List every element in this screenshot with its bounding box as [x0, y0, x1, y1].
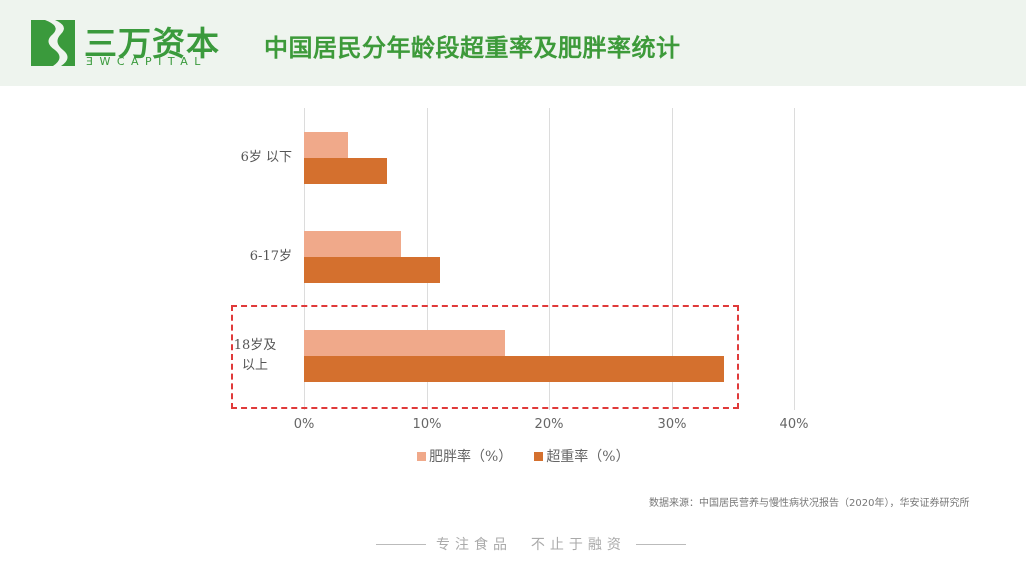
divider	[376, 543, 426, 545]
category-label: 6-17岁	[249, 249, 292, 264]
legend-item-overweight: 超重率（%）	[534, 446, 630, 466]
x-tick: 30%	[657, 417, 687, 432]
bar-obesity-6-17	[304, 231, 401, 257]
divider	[635, 543, 686, 545]
x-tick: 0%	[293, 417, 315, 432]
logo-text: 三万资本	[84, 24, 220, 63]
gridline-30	[672, 108, 673, 410]
3w-logo-icon	[31, 20, 75, 66]
x-tick: 20%	[534, 417, 564, 432]
bar-chart: 6岁 以下 6-17岁 18岁及 以上 0% 10% 20% 30% 40% 肥…	[0, 86, 1026, 486]
data-source: 数据来源：中国居民营养与慢性病状况报告（2020年），华安证券研究所	[649, 498, 970, 509]
legend-swatch-icon	[417, 451, 426, 461]
legend: 肥胖率（%） 超重率（%）	[417, 446, 630, 466]
slogan: 专注食品 不止于融资	[376, 534, 686, 554]
legend-label: 肥胖率（%）	[429, 449, 513, 465]
bar-overweight-under6	[304, 158, 387, 184]
bar-overweight-18plus	[304, 356, 724, 382]
bar-obesity-under6	[304, 132, 348, 158]
bar-overweight-6-17	[304, 257, 440, 283]
category-label-line: 以上	[241, 358, 268, 373]
gridline-20	[549, 108, 550, 410]
category-label: 6岁 以下	[240, 150, 292, 165]
x-tick: 10%	[412, 417, 442, 432]
slogan-text: 专注食品 不止于融资	[436, 537, 626, 553]
x-tick: 40%	[779, 417, 809, 432]
gridline-40	[794, 108, 795, 410]
legend-label: 超重率（%）	[546, 449, 630, 465]
legend-item-obesity: 肥胖率（%）	[417, 446, 512, 466]
category-label-line: 18岁及	[233, 338, 277, 353]
highlight-box	[231, 305, 739, 409]
page-title: 中国居民分年龄段超重率及肥胖率统计	[264, 34, 681, 62]
logo-subtext: ƎWCAPITAL	[86, 55, 207, 68]
category-label: 18岁及 以上	[220, 336, 290, 376]
header: 三万资本 ƎWCAPITAL 中国居民分年龄段超重率及肥胖率统计	[0, 0, 1026, 86]
bar-obesity-18plus	[304, 330, 505, 356]
legend-swatch-icon	[534, 451, 544, 461]
